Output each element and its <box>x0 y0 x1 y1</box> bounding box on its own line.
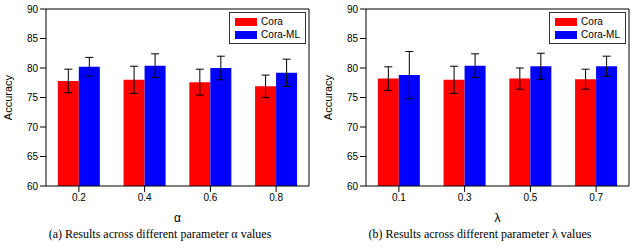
svg-text:80: 80 <box>347 63 359 74</box>
svg-text:0.4: 0.4 <box>138 192 152 203</box>
svg-text:λ: λ <box>495 211 501 224</box>
svg-text:85: 85 <box>347 33 359 44</box>
svg-text:70: 70 <box>347 122 359 133</box>
svg-text:Accuracy: Accuracy <box>322 74 334 120</box>
svg-text:65: 65 <box>347 151 359 162</box>
svg-text:0.8: 0.8 <box>269 192 283 203</box>
svg-text:90: 90 <box>27 4 39 15</box>
svg-text:85: 85 <box>27 33 39 44</box>
svg-text:80: 80 <box>27 63 39 74</box>
html-text:(b) Results across different p: (b) Results across different parameter λ… <box>368 227 592 241</box>
svg-text:60: 60 <box>27 181 39 192</box>
html-text:Cora: Cora <box>261 16 283 27</box>
svg-text:0.3: 0.3 <box>458 192 472 203</box>
html-text:(a) Results across different p: (a) Results across different parameter α… <box>48 227 272 241</box>
html-text:Cora-ML: Cora-ML <box>581 29 620 40</box>
svg-text:75: 75 <box>27 92 39 103</box>
svg-text:0.6: 0.6 <box>203 192 217 203</box>
svg-text:70: 70 <box>27 122 39 133</box>
svg-text:α: α <box>174 211 181 224</box>
svg-text:0.2: 0.2 <box>72 192 86 203</box>
svg-text:90: 90 <box>347 4 359 15</box>
html-text:Cora: Cora <box>581 16 603 27</box>
svg-text:65: 65 <box>27 151 39 162</box>
svg-text:0.7: 0.7 <box>589 192 603 203</box>
svg-text:0.5: 0.5 <box>523 192 537 203</box>
svg-text:60: 60 <box>347 181 359 192</box>
svg-text:0.1: 0.1 <box>392 192 406 203</box>
svg-text:Accuracy: Accuracy <box>8 74 14 120</box>
html-text:Cora-ML: Cora-ML <box>261 29 300 40</box>
svg-text:75: 75 <box>347 92 359 103</box>
